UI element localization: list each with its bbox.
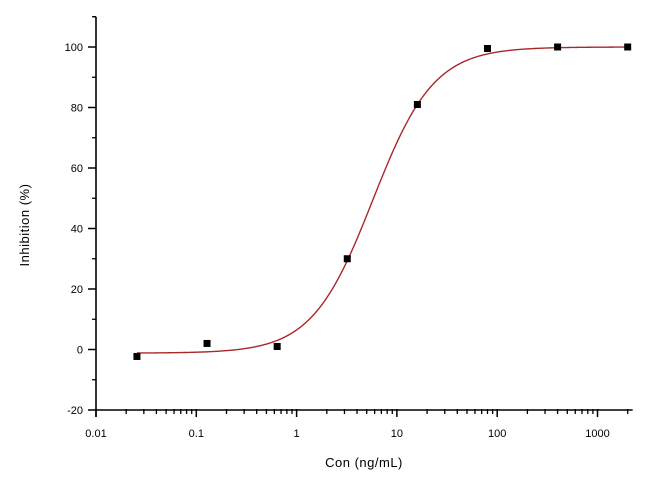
data-point-marker <box>483 45 491 53</box>
y-tick-label: 80 <box>71 103 83 115</box>
data-points <box>133 43 632 360</box>
y-axis: -20 0 20 40 60 80 100 <box>65 16 97 417</box>
x-tick-label: 0.01 <box>85 428 106 440</box>
data-point-marker <box>624 43 632 51</box>
x-tick-label: 10 <box>391 428 403 440</box>
x-axis-title: Con (ng/mL) <box>325 455 403 470</box>
y-tick-label: 60 <box>71 163 83 175</box>
x-tick-label: 1 <box>294 428 300 440</box>
data-point-marker <box>554 43 562 51</box>
y-tick-label: 100 <box>65 42 83 54</box>
data-point-marker <box>343 255 351 263</box>
data-point-marker <box>413 100 421 108</box>
data-point-marker <box>273 342 281 350</box>
data-point-marker <box>203 339 211 347</box>
y-axis-title: Inhibition (%) <box>17 184 32 267</box>
fit-curve <box>136 46 628 354</box>
x-axis: 0.01 0.1 1 10 100 1000 <box>85 409 633 440</box>
data-point-marker <box>133 352 141 360</box>
y-tick-label: -20 <box>67 405 83 417</box>
x-tick-label: 0.1 <box>189 428 204 440</box>
y-tick-label: 40 <box>71 224 83 236</box>
x-tick-label: 1000 <box>585 428 609 440</box>
x-tick-label: 100 <box>488 428 506 440</box>
y-tick-label: 20 <box>71 284 83 296</box>
y-tick-label: 0 <box>77 345 83 357</box>
